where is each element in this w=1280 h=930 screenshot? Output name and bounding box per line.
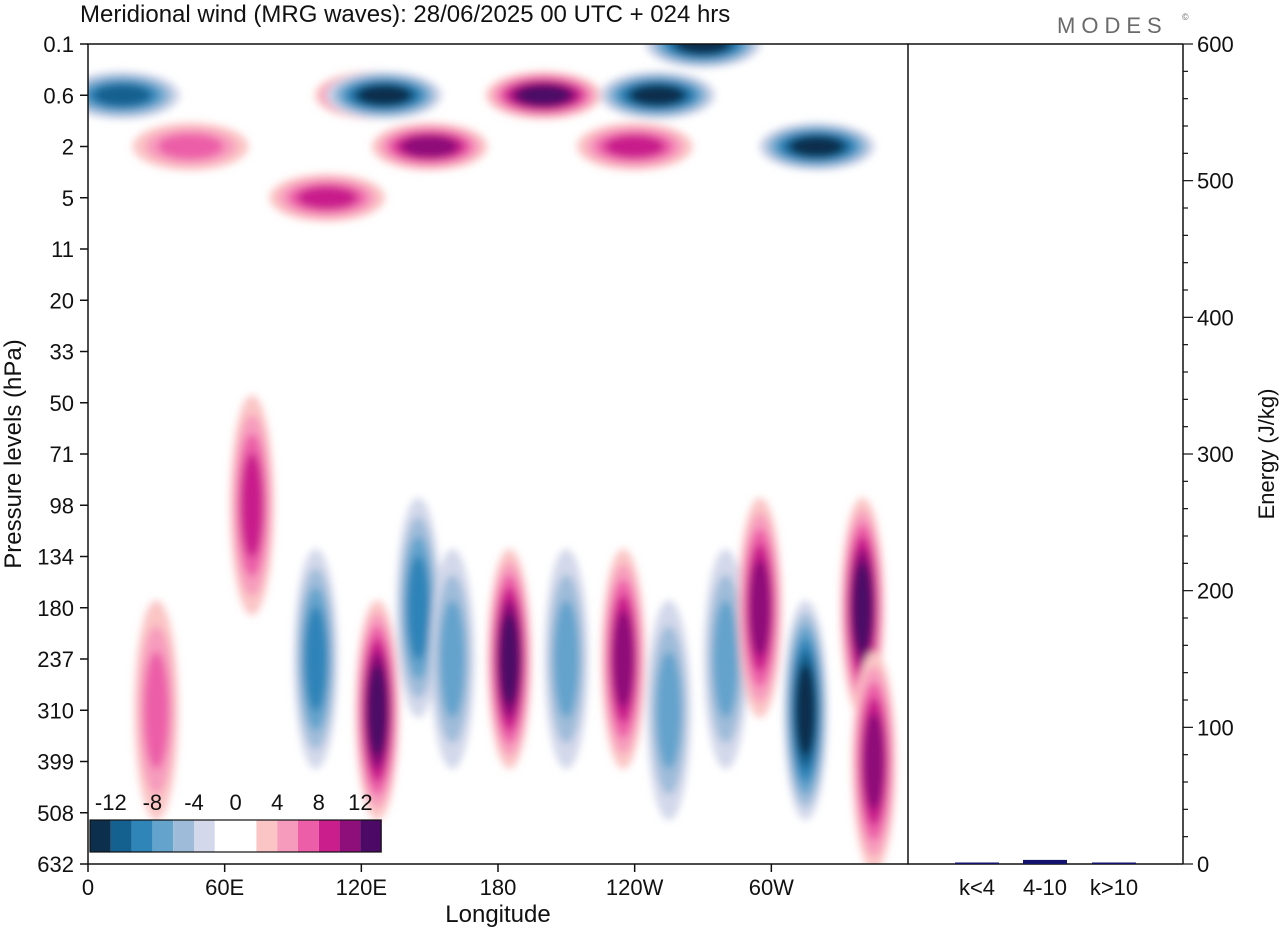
colorbar-swatch <box>339 820 361 852</box>
contour-band <box>676 44 730 54</box>
y-tick-label: 0.1 <box>43 32 74 57</box>
contour-band <box>407 555 430 660</box>
contour-band <box>367 664 388 757</box>
y-tick-label: 0.6 <box>43 83 74 108</box>
energy-bar <box>1023 859 1067 864</box>
contour-band <box>656 651 682 769</box>
bar-category-label: k>10 <box>1090 875 1138 900</box>
contour-band <box>790 136 844 157</box>
contour-band <box>852 561 873 654</box>
colorbar-swatch <box>360 820 382 852</box>
bar-category-label: 4-10 <box>1023 875 1067 900</box>
colorbar-label: 12 <box>348 790 372 815</box>
colorbar-swatch <box>256 820 278 852</box>
x-tick-label: 0 <box>82 875 94 900</box>
contour-band <box>143 651 169 769</box>
x-tick-label: 180 <box>480 875 517 900</box>
contour-band <box>612 610 634 708</box>
y-tick-label: 632 <box>37 852 74 877</box>
contour-band <box>499 613 520 705</box>
contour-band <box>516 85 571 106</box>
energy-tick-label: 300 <box>1197 442 1234 467</box>
modes-logo: MODES © <box>1057 12 1189 38</box>
y-tick-label: 5 <box>62 186 74 211</box>
y-tick-label: 180 <box>37 596 74 621</box>
y-tick-label: 399 <box>37 750 74 775</box>
energy-tick-label: 500 <box>1197 169 1234 194</box>
contour-band <box>749 559 771 657</box>
colorbar-label: -4 <box>184 790 204 815</box>
colorbar-swatch <box>90 820 111 852</box>
y-tick-label: 237 <box>37 647 74 672</box>
y-tick-label: 71 <box>50 442 74 467</box>
energy-bar <box>955 862 999 864</box>
y-tick-label: 98 <box>50 493 74 518</box>
colorbar-swatch <box>298 820 319 852</box>
energy-tick-label: 600 <box>1197 32 1234 57</box>
colorbar-swatch <box>277 820 298 852</box>
contour-band <box>713 600 739 718</box>
contour-band <box>357 85 411 106</box>
contour-field <box>88 44 896 864</box>
colorbar-swatch <box>318 820 340 852</box>
y-tick-label: 50 <box>50 391 74 416</box>
contour-band <box>240 453 264 558</box>
contour-band <box>297 186 357 210</box>
x-axis-label: Longitude <box>445 901 550 928</box>
x-tick-label: 120W <box>606 875 664 900</box>
contour-band <box>553 600 579 718</box>
longitude-axis: 0 60E 120E 180 120W 60W <box>82 864 794 900</box>
bar-category-label: k<4 <box>959 875 995 900</box>
contour-band <box>630 85 685 106</box>
contour-band <box>304 606 328 712</box>
y-tick-label: 310 <box>37 698 74 723</box>
colorbar-swatch <box>131 820 153 852</box>
energy-axis-label: Energy (J/kg) <box>1254 389 1279 520</box>
contour-band <box>94 84 151 106</box>
contour-band <box>157 133 224 160</box>
colorbar-label: -12 <box>95 790 127 815</box>
chart-title: Meridional wind (MRG waves): 28/06/2025 … <box>80 1 730 28</box>
energy-tick-label: 100 <box>1197 715 1234 740</box>
x-tick-label: 60E <box>205 875 244 900</box>
brand-name: MODES <box>1057 13 1168 38</box>
energy-tick-label: 200 <box>1197 579 1234 604</box>
brand-mark: © <box>1182 12 1189 22</box>
contour-band <box>795 664 816 757</box>
colorbar-swatch <box>194 820 215 852</box>
x-tick-label: 120E <box>336 875 387 900</box>
colorbar-label: 8 <box>313 790 325 815</box>
y-tick-label: 134 <box>37 545 74 570</box>
y-tick-label: 2 <box>62 135 74 160</box>
colorbar-label: -8 <box>143 790 163 815</box>
y-tick-label: 33 <box>50 340 74 365</box>
colorbar: -12 -8 -4 0 4 8 12 <box>89 790 382 853</box>
colorbar-swatch <box>152 820 174 852</box>
colorbar-swatch <box>110 820 132 852</box>
contour-band <box>439 600 465 718</box>
x-tick-label: 60W <box>749 875 794 900</box>
energy-bar <box>1092 862 1136 864</box>
y-tick-label: 11 <box>51 237 74 262</box>
colorbar-swatch <box>214 820 236 852</box>
y-tick-label: 20 <box>50 288 74 313</box>
colorbar-label: 0 <box>229 790 241 815</box>
pressure-axis: 0.1 0.6 2 5 11 20 33 50 71 98 134 180 237 310 399 508 63… <box>37 32 88 877</box>
y-tick-label: 508 <box>37 801 74 826</box>
y-axis-label: Pressure levels (hPa) <box>0 339 27 568</box>
energy-tick-label: 400 <box>1197 305 1234 330</box>
energy-tick-label: 0 <box>1197 852 1209 877</box>
colorbar-swatch <box>235 820 257 852</box>
contour-band <box>604 135 665 158</box>
energy-bars: k<4 4-10 k>10 <box>955 859 1138 900</box>
energy-axis: 0 100 200 300 400 500 600 <box>1183 32 1234 877</box>
contour-band <box>863 713 885 810</box>
contour-band <box>401 135 458 158</box>
colorbar-frame <box>89 819 382 853</box>
colorbar-label: 4 <box>271 790 283 815</box>
colorbar-swatch <box>173 820 194 852</box>
